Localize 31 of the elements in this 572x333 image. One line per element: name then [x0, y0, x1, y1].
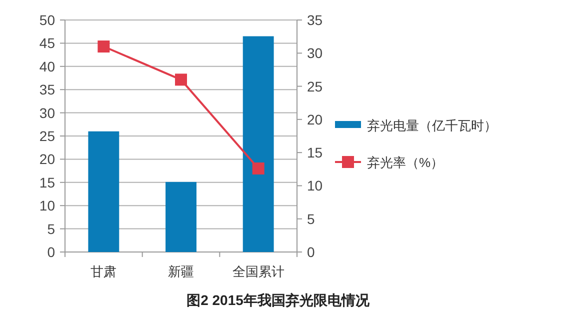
legend-label: 弃光率（%）: [367, 155, 444, 170]
y-tick-label: 10: [39, 198, 56, 214]
x-tick-label: 新疆: [168, 264, 194, 279]
y2-tick-label: 30: [307, 45, 323, 62]
y-tick-label: 30: [39, 104, 56, 121]
y2-tick-label: 35: [307, 12, 323, 28]
point: [175, 74, 187, 86]
y2-tick-label: 10: [307, 178, 323, 194]
bar: [166, 182, 196, 252]
y2-tick-label: 20: [307, 111, 323, 128]
y-tick-label: 50: [39, 12, 56, 28]
bar: [242, 36, 274, 252]
y2-tick-label: 25: [307, 78, 323, 94]
y2-tick-label: 0: [307, 244, 315, 260]
x-tick-label: 甘肃: [90, 264, 117, 279]
x-tick-label: 全国累计: [232, 264, 284, 279]
y2-tick-label: 15: [307, 144, 323, 161]
point: [252, 162, 264, 174]
y-tick-label: 0: [47, 244, 56, 260]
bar: [88, 131, 120, 252]
y-tick-label: 40: [39, 58, 56, 74]
point: [98, 40, 110, 53]
y-tick-label: 15: [39, 174, 56, 190]
y2-tick-label: 5: [307, 210, 315, 227]
y-tick-label: 35: [39, 82, 56, 98]
y-tick-label: 45: [39, 35, 56, 52]
legend-label: 弃光电量（亿千瓦时）: [367, 118, 497, 133]
text: 图2 2015年我国弃光限电情况: [186, 292, 370, 308]
y-tick-label: 25: [39, 128, 56, 144]
y-tick-label: 20: [39, 151, 56, 168]
y-tick-label: 5: [47, 220, 56, 237]
